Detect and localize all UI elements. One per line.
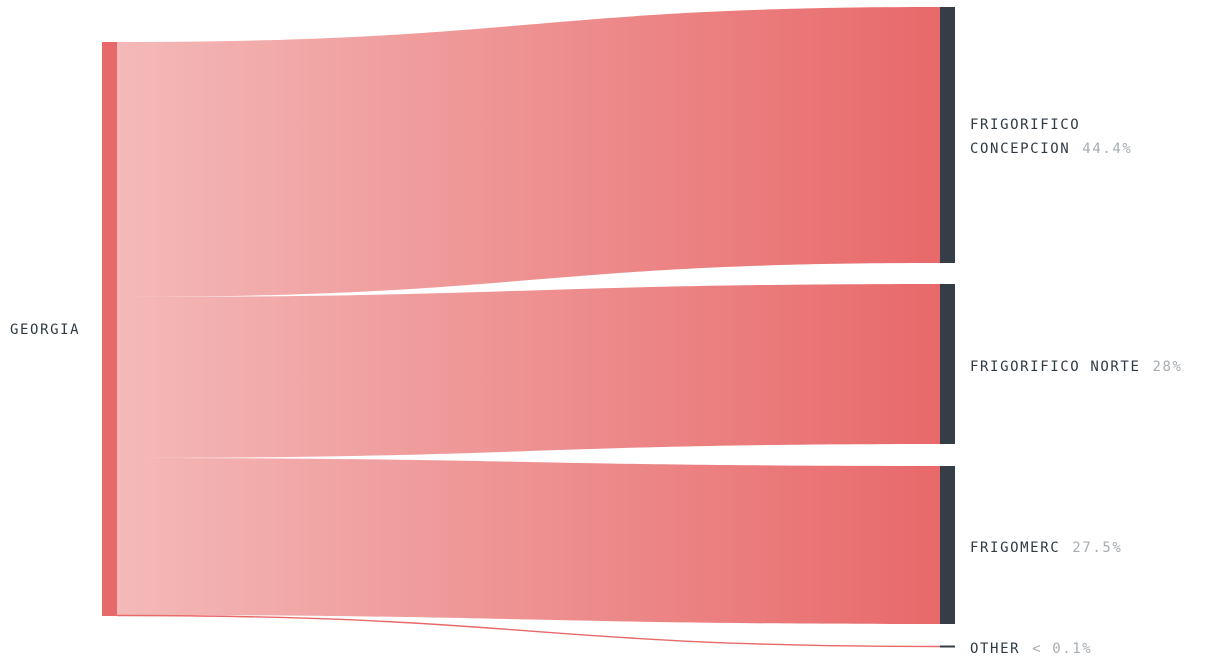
target-label-other: OTHER < 0.1%: [970, 641, 1092, 657]
target-label-frigorifico-concepcion: FRIGORIFICO CONCEPCION 44.4%: [970, 117, 1132, 157]
target-name-line: OTHER < 0.1%: [970, 641, 1092, 657]
flow-group: [116, 7, 941, 648]
flow-georgia-to-other: [116, 614, 941, 648]
target-name-text: FRIGORIFICO NORTE: [970, 359, 1141, 375]
target-name-line: FRIGOMERC 27.5%: [970, 540, 1122, 556]
target-name-text: CONCEPCION: [970, 141, 1070, 157]
target-value-text: 28%: [1153, 359, 1183, 375]
node-frigomerc: [940, 466, 955, 624]
flow-georgia-to-frigomerc: [117, 458, 940, 624]
target-name-line: FRIGORIFICO NORTE 28%: [970, 359, 1183, 375]
target-name-text: FRIGOMERC: [970, 540, 1060, 556]
target-label-frigorifico-norte: FRIGORIFICO NORTE 28%: [970, 359, 1183, 375]
target-name-text: OTHER: [970, 641, 1020, 657]
node-frigorifico-concepcion: [940, 7, 955, 263]
target-name-line: FRIGORIFICO: [970, 117, 1080, 133]
flow-georgia-to-frigorifico-concepcion: [117, 7, 940, 297]
node-other: [940, 645, 955, 648]
target-value-text: < 0.1%: [1032, 641, 1092, 657]
flow-georgia-to-frigorifico-norte: [117, 284, 940, 458]
node-frigorifico-norte: [940, 284, 955, 444]
source-label: GEORGIA: [10, 322, 80, 338]
target-name-line: CONCEPCION 44.4%: [970, 141, 1132, 157]
target-label-frigomerc: FRIGOMERC 27.5%: [970, 540, 1122, 556]
target-node-group: [940, 7, 955, 648]
target-value-text: 44.4%: [1082, 141, 1132, 157]
node-georgia: [102, 42, 117, 616]
target-value-text: 27.5%: [1072, 540, 1122, 556]
